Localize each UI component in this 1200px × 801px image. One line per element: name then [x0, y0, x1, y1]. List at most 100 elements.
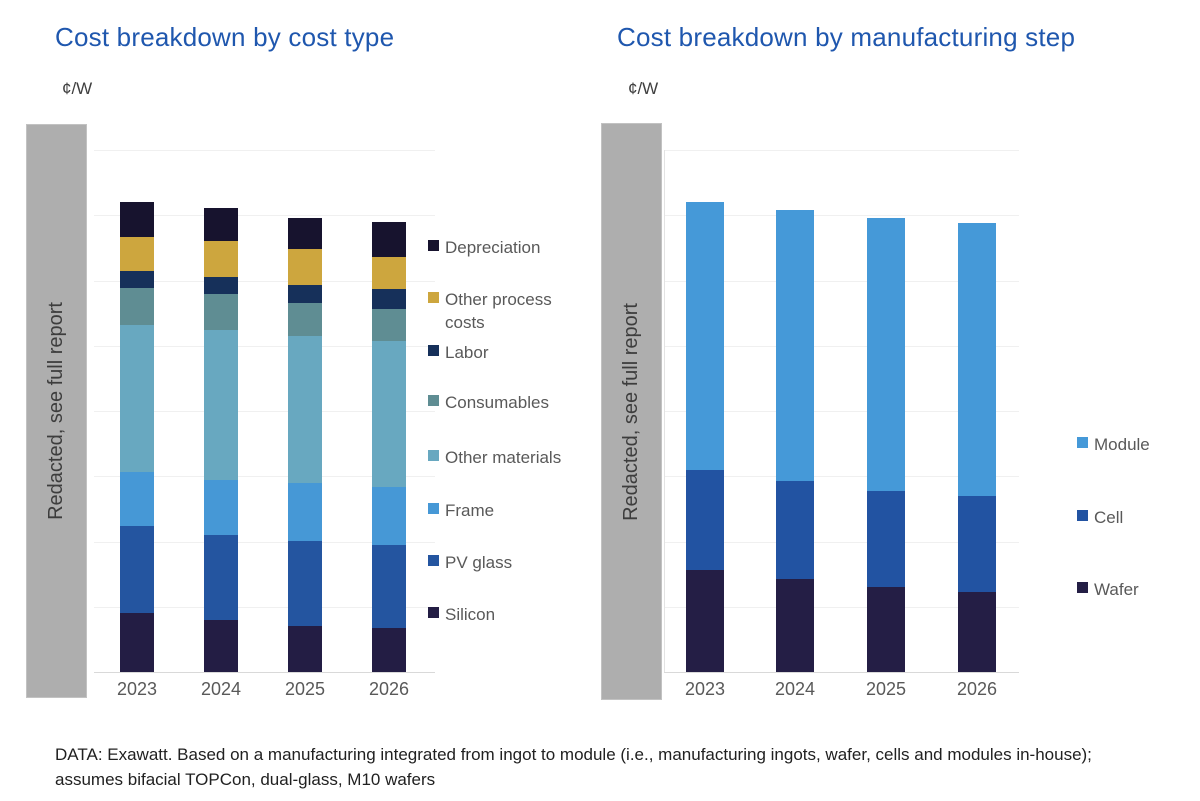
x-tick-label: 2023 — [684, 679, 726, 699]
legend-swatch-cell — [1077, 510, 1088, 521]
bar-2026-pv-glass — [372, 544, 406, 629]
right-chart-title: Cost breakdown by manufacturing step — [617, 22, 1076, 52]
right-unit-label: ¢/W — [628, 79, 659, 98]
bar-2024-labor — [204, 277, 238, 295]
left-chart-title: Cost breakdown by cost type — [55, 22, 395, 52]
bar-2025-pv-glass — [288, 540, 322, 626]
gridline — [664, 345, 1019, 347]
legend-swatch-other-process-costs — [428, 292, 439, 303]
legend-label-other-materials: Other materials — [445, 448, 562, 467]
x-tick-label: 2026 — [956, 679, 998, 699]
x-tick-label: 2025 — [284, 679, 326, 699]
legend-swatch-depreciation — [428, 240, 439, 251]
legend-label-silicon: Silicon — [445, 605, 496, 624]
bar-2026-cell — [958, 495, 996, 592]
bar-2023-module — [686, 201, 724, 471]
legend-item-frame: Frame — [428, 499, 494, 522]
bar-2023-other-materials — [120, 324, 154, 473]
legend-label-frame: Frame — [445, 501, 495, 520]
bar-2025-frame — [288, 482, 322, 541]
bar-2026-other-materials — [372, 340, 406, 487]
legend-swatch-pv-glass — [428, 555, 439, 566]
bar-2026-module — [958, 223, 996, 496]
x-tick-label: 2024 — [200, 679, 242, 699]
bar-2023-labor — [120, 270, 154, 289]
left-unit-label: ¢/W — [62, 79, 93, 98]
gridline — [664, 476, 1019, 478]
bar-2023-wafer — [686, 570, 724, 672]
legend-swatch-module — [1077, 437, 1088, 448]
legend-item-labor: Labor — [428, 341, 488, 364]
legend-label-pv-glass: PV glass — [445, 553, 513, 572]
legend-item-pv-glass: PV glass — [428, 551, 512, 574]
legend-label-consumables: Consumables — [445, 393, 549, 412]
bar-2023-frame — [120, 472, 154, 527]
bar-2023-depreciation — [120, 201, 154, 238]
bar-2026-labor — [372, 288, 406, 310]
bar-2024-wafer — [776, 579, 814, 672]
bar-2025-wafer — [867, 587, 905, 672]
gridline — [664, 411, 1019, 412]
bar-2026-wafer — [958, 591, 996, 672]
legend-label-depreciation: Depreciation — [445, 238, 541, 257]
legend-label-cell: Cell — [1094, 508, 1124, 527]
gridline — [94, 215, 435, 217]
bar-2024-other-materials — [204, 330, 238, 481]
legend-item-module: Module — [1077, 433, 1150, 456]
legend-item-silicon: Silicon — [428, 603, 495, 626]
bar-2025-depreciation — [288, 217, 322, 250]
bar-2026-consumables — [372, 309, 406, 341]
bar-2025-module — [867, 217, 905, 492]
right-redacted-label: Redacted, see full report — [620, 302, 642, 521]
legend-swatch-labor — [428, 345, 439, 356]
legend-item-other-materials: Other materials — [428, 446, 561, 469]
legend-label-wafer: Wafer — [1094, 580, 1139, 599]
bar-2024-frame — [204, 480, 238, 535]
x-axis-line — [94, 672, 435, 673]
bar-2025-other-materials — [288, 335, 322, 483]
legend-label-other-process-costs: Other process costs — [445, 290, 552, 332]
legend-item-other-process-costs: Other process costs — [428, 288, 570, 334]
bar-2026-frame — [372, 486, 406, 545]
gridline — [664, 215, 1019, 217]
legend-item-depreciation: Depreciation — [428, 236, 540, 259]
bar-2024-module — [776, 210, 814, 482]
bar-2024-pv-glass — [204, 534, 238, 620]
gridline — [94, 606, 435, 608]
bar-2025-consumables — [288, 302, 322, 336]
x-tick-label: 2026 — [368, 679, 410, 699]
bar-2023-silicon — [120, 612, 154, 672]
legend-item-wafer: Wafer — [1077, 578, 1139, 601]
right-redacted-overlay: Redacted, see full report — [601, 123, 662, 700]
gridline — [94, 280, 435, 282]
bar-2025-other-process-costs — [288, 249, 322, 286]
gridline — [94, 541, 435, 543]
gridline — [664, 150, 1019, 151]
bar-2024-depreciation — [204, 208, 238, 241]
x-tick-label: 2023 — [116, 679, 158, 699]
legend-swatch-consumables — [428, 395, 439, 406]
legend-swatch-wafer — [1077, 582, 1088, 593]
bar-2024-cell — [776, 481, 814, 580]
bar-2025-labor — [288, 285, 322, 303]
bar-2026-silicon — [372, 628, 406, 672]
bar-2023-consumables — [120, 288, 154, 325]
x-axis-line — [664, 672, 1019, 673]
legend-label-module: Module — [1094, 435, 1150, 454]
x-tick-label: 2025 — [865, 679, 907, 699]
bar-2025-silicon — [288, 625, 322, 672]
legend-swatch-silicon — [428, 607, 439, 618]
gridline — [664, 606, 1019, 608]
bar-2023-pv-glass — [120, 526, 154, 613]
y-axis-line — [664, 150, 665, 672]
bar-2024-consumables — [204, 294, 238, 331]
gridline — [94, 411, 435, 412]
gridline — [664, 541, 1019, 543]
bar-2024-other-process-costs — [204, 240, 238, 278]
gridline — [94, 476, 435, 478]
legend-swatch-other-materials — [428, 450, 439, 461]
footer-note: DATA: Exawatt. Based on a manufacturing … — [55, 745, 1092, 789]
legend-item-cell: Cell — [1077, 506, 1123, 529]
